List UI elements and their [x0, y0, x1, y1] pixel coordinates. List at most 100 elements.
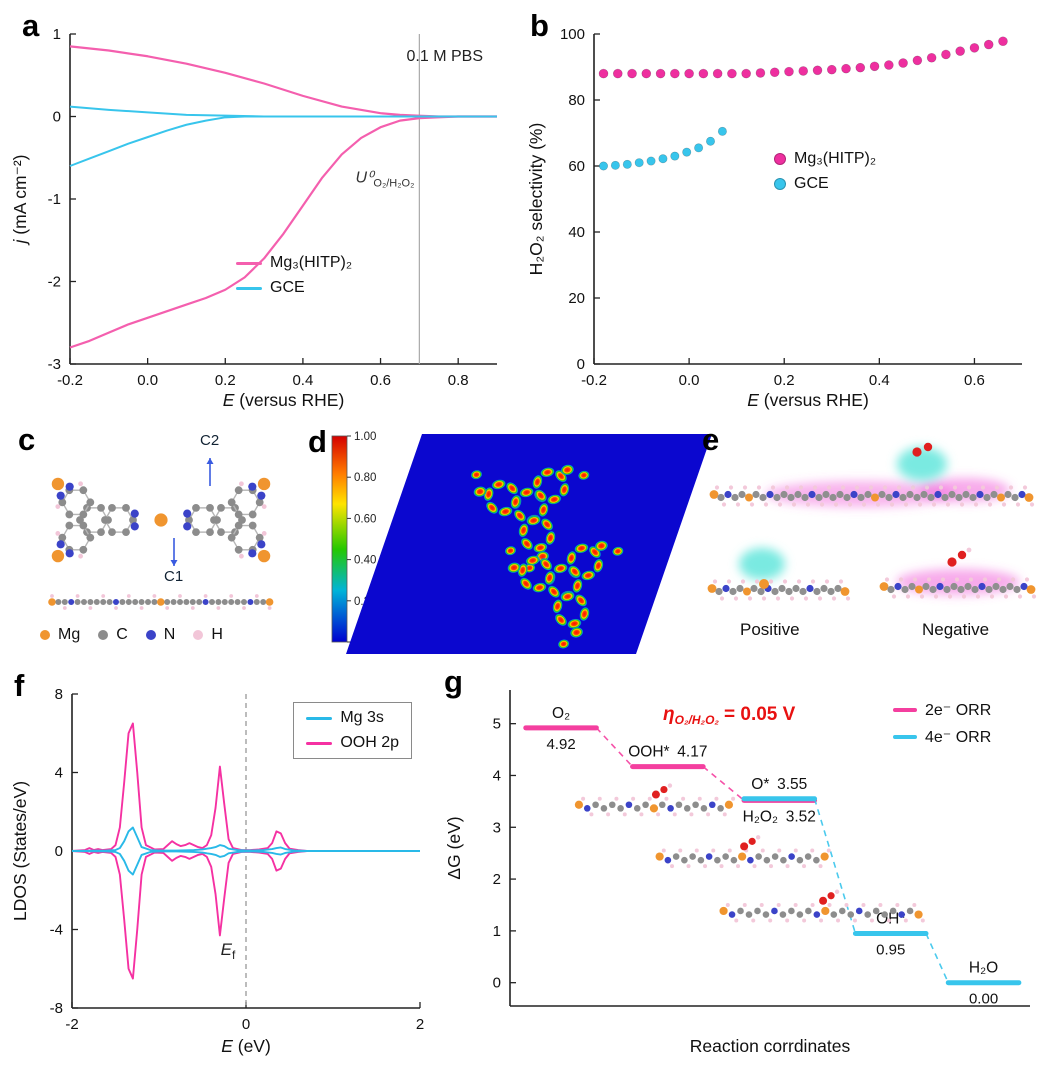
eta-subscript: O₂/H₂O₂	[674, 713, 720, 727]
panel-label-b: b	[530, 8, 549, 43]
site-label-c1: C1	[164, 568, 184, 585]
panel-b-selectivity: -0.2 0.0 0.2 0.4 0.6 0 20 40 60 80 100 E (versus RH…	[522, 4, 1040, 418]
positive-label: Positive	[740, 620, 800, 639]
legend-swatch-line	[306, 716, 333, 720]
energy-connector	[925, 933, 950, 984]
svg-text:H₂O: H₂O	[969, 960, 998, 977]
svg-text:0.6: 0.6	[964, 372, 985, 389]
central-mg-atom	[154, 513, 168, 527]
legend-swatch-line	[236, 286, 262, 290]
legend-item-mg3hitp2: Mg₃(HITP)₂	[774, 150, 876, 168]
free-energy-diagram: 0 1 2 3 4 5 Reaction corrdinates ΔG (eV) O₂ 4.92 O…	[444, 690, 1030, 1056]
energy-connector	[702, 766, 745, 801]
svg-text:0.4: 0.4	[292, 372, 313, 389]
density-cluster	[470, 464, 590, 573]
positive-isosurface	[897, 447, 947, 481]
panel-label-g: g	[444, 664, 463, 699]
side-view	[48, 594, 274, 610]
n-atom-swatch	[145, 630, 156, 640]
mof-cluster	[183, 477, 271, 563]
legend-swatch-line	[893, 708, 917, 712]
ooh-adsorbate	[957, 550, 967, 560]
legend-label: GCE	[270, 279, 305, 296]
svg-text:80: 80	[568, 92, 585, 109]
svg-text:O* 3.55: O* 3.55	[751, 776, 807, 793]
legend-item-ooh2p: OOH 2p	[306, 734, 399, 752]
svg-text:20: 20	[568, 290, 585, 307]
svg-text:-1: -1	[48, 191, 61, 208]
svg-text:100: 100	[560, 26, 585, 43]
svg-text:0.00: 0.00	[969, 991, 998, 1008]
svg-text:1: 1	[493, 923, 501, 940]
svg-text:-8: -8	[50, 1000, 63, 1017]
svg-text:1.00: 1.00	[354, 431, 376, 443]
legend-label: C	[116, 626, 128, 643]
series-points-0	[598, 36, 1008, 79]
svg-text:60: 60	[568, 158, 585, 175]
series-line-0	[71, 722, 420, 852]
legend-label: N	[163, 626, 176, 643]
svg-text:0.0: 0.0	[679, 372, 700, 389]
energy-connector	[813, 798, 857, 934]
legend-label: GCE	[794, 175, 829, 192]
vline-label: U⁰O₂/H₂O₂	[355, 170, 414, 190]
panel-label-f: f	[14, 668, 25, 703]
legend-label: 2e⁻ ORR	[925, 702, 992, 719]
svg-text:-3: -3	[48, 356, 61, 373]
svg-text:0.60: 0.60	[354, 513, 376, 525]
legend-label: Mg	[58, 626, 81, 643]
svg-text:-0.2: -0.2	[581, 372, 607, 389]
legend-item-c: C	[98, 626, 128, 644]
svg-text:E (versus RHE): E (versus RHE)	[223, 390, 345, 410]
svg-text:0.95: 0.95	[876, 941, 905, 958]
svg-text:0.2: 0.2	[215, 372, 236, 389]
svg-text:0.2: 0.2	[774, 372, 795, 389]
molecule-slab	[709, 485, 1035, 507]
eta-symbol: η	[663, 704, 675, 725]
panel-label-a: a	[22, 8, 40, 43]
legend-label: OOH 2p	[340, 734, 399, 751]
isosurface-drawing	[707, 442, 1037, 601]
panel-label-c: c	[18, 422, 36, 457]
svg-text:-2: -2	[48, 274, 61, 291]
svg-text:0.6: 0.6	[370, 372, 391, 389]
lsv-chart: -0.2 0.0 0.2 0.4 0.6 0.8 -3 -2 -1 0 1 E (versus RHE…	[10, 26, 497, 410]
ooh-adsorbate	[947, 557, 957, 567]
svg-text:0: 0	[577, 356, 585, 373]
charge-density-heatmap: 1.000.800.600.400.200.00	[331, 431, 712, 654]
svg-text:0: 0	[493, 975, 501, 992]
svg-text:2: 2	[416, 1016, 424, 1033]
svg-text:LDOS (States/eV): LDOS (States/eV)	[10, 781, 30, 921]
svg-text:-4: -4	[50, 922, 63, 939]
svg-text:-2: -2	[65, 1016, 78, 1033]
legend-item-mg3hitp2: Mg₃(HITP)₂	[236, 254, 352, 272]
svg-text:0.0: 0.0	[137, 372, 158, 389]
legend-label: 4e⁻ ORR	[925, 729, 992, 746]
legend-f: Mg 3s OOH 2p	[293, 702, 412, 759]
legend-g: 2e⁻ ORR 4e⁻ ORR	[893, 700, 991, 747]
h-atom-swatch	[193, 630, 204, 640]
molecule-inset	[655, 835, 831, 869]
svg-text:0: 0	[242, 1016, 250, 1033]
svg-text:H₂O₂ selectivity (%): H₂O₂ selectivity (%)	[526, 123, 546, 276]
mof-cluster	[51, 477, 139, 563]
panel-g-free-energy: 0 1 2 3 4 5 Reaction corrdinates ΔG (eV) O₂ 4.92 O…	[438, 664, 1040, 1064]
svg-text:-0.2: -0.2	[57, 372, 83, 389]
svg-text:4: 4	[55, 765, 63, 782]
legend-item-gce: GCE	[774, 175, 876, 193]
atom-legend: Mg C N H	[40, 626, 223, 644]
svg-text:2: 2	[493, 871, 501, 888]
svg-text:0: 0	[53, 109, 61, 126]
molecule-inset	[574, 783, 736, 817]
o2-molecule	[912, 447, 922, 457]
legend-swatch-line	[306, 741, 333, 745]
mg-atom-swatch	[40, 630, 50, 640]
svg-text:E (eV): E (eV)	[221, 1036, 271, 1056]
svg-text:H₂O₂ 3.52: H₂O₂ 3.52	[743, 808, 816, 825]
legend-label: H	[211, 626, 223, 643]
energy-connector	[595, 727, 634, 768]
series-line-2	[69, 115, 497, 167]
svg-text:j (mA cm⁻²): j (mA cm⁻²)	[10, 155, 30, 246]
negative-isosurface	[765, 481, 955, 507]
svg-text:4.92: 4.92	[546, 736, 575, 753]
